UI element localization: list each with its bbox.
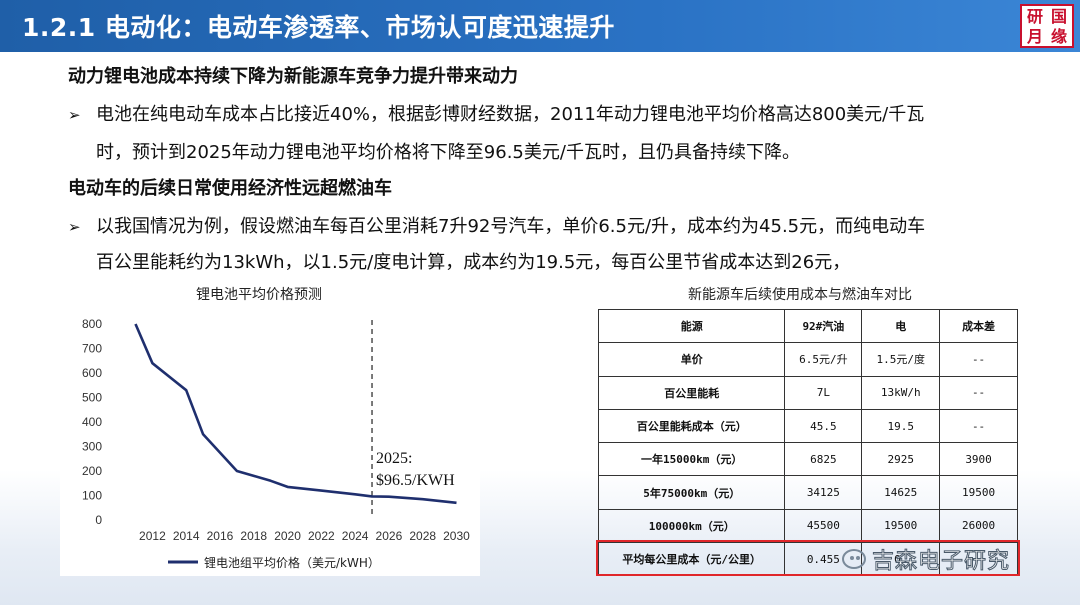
- table-cell: 26000: [939, 508, 1018, 544]
- table-cell: --: [939, 408, 1018, 444]
- table-title: 新能源车后续使用成本与燃油车对比: [688, 287, 912, 303]
- table-cell: 14625: [861, 475, 941, 510]
- bullet-arrow-icon: ➢: [68, 106, 81, 124]
- table-cell: 一年15000km（元）: [597, 442, 786, 477]
- table-cell: 单价: [597, 342, 786, 377]
- highlight-box: [596, 540, 1020, 576]
- section1-heading: 动力锂电池成本持续下降为新能源车竞争力提升带来动力: [68, 66, 518, 87]
- table-cell: 6825: [784, 442, 863, 477]
- x-tick-label: 2026: [376, 529, 403, 543]
- section1-bullet-line1: 电池在纯电动车成本占比接近40%，根据彭博财经数据，2011年动力锂电池平均价格…: [96, 104, 925, 125]
- table-cell: 45500: [784, 508, 863, 544]
- table-cell: --: [939, 342, 1018, 377]
- page-title: 1.2.1 电动化：电动车渗透率、市场认可度迅速提升: [22, 13, 615, 42]
- table-header-cell: 能源: [597, 308, 786, 344]
- chart-container: 0 100 200 300 400 500 600 700 800 2012 2014 2016 201…: [60, 308, 480, 576]
- table-cell: --: [939, 375, 1018, 410]
- table-cell: [939, 542, 1018, 577]
- y-tick-label: 200: [82, 464, 102, 478]
- y-tick-label: 600: [82, 366, 102, 380]
- x-tick-label: 2018: [240, 529, 267, 543]
- table-row: 平均每公里成本（元/公里） 0.455 0.: [597, 542, 1018, 577]
- table-row: 5年75000km（元） 34125 14625 19500: [597, 475, 1018, 510]
- table-row: 百公里能耗成本（元） 45.5 19.5 --: [597, 408, 1018, 444]
- comparison-table: 能源 92#汽油电成本差 单价 6.5元/升 1.5元/度 -- 百公里能耗 7L 13kW/h…: [597, 308, 1018, 577]
- table-cell: 34125: [784, 475, 863, 510]
- table-cell: 百公里能耗: [597, 375, 786, 410]
- table-cell: 1.5元/度: [861, 342, 941, 377]
- table-header-cell: 成本差: [939, 308, 1018, 344]
- section2-heading: 电动车的后续日常使用经济性远超燃油车: [68, 178, 392, 199]
- table-cell: 7L: [784, 375, 863, 410]
- table-cell: 2925: [861, 442, 941, 477]
- table-cell: 6.5元/升: [784, 342, 863, 377]
- chart-title: 锂电池平均价格预测: [196, 287, 322, 303]
- logo-char: 研: [1026, 6, 1043, 26]
- x-tick-label: 2030: [443, 529, 470, 543]
- table-row: 100000km（元） 45500 19500 26000: [597, 508, 1018, 544]
- watermark-text: 吉森电子研究: [871, 549, 1011, 575]
- table-cell: 百公里能耗成本（元）: [597, 408, 786, 444]
- logo-char: 国: [1050, 6, 1067, 26]
- x-tick-label: 2024: [342, 529, 369, 543]
- series-line-0: [134, 323, 457, 505]
- table-row: 一年15000km（元） 6825 2925 3900: [597, 442, 1018, 477]
- y-tick-label: 300: [82, 440, 102, 454]
- table-header-row: 能源 92#汽油电成本差: [597, 308, 1018, 344]
- y-tick-label: 100: [82, 489, 102, 503]
- watermark: 吉森电子研究: [842, 543, 1010, 575]
- brand-logo: 研 国 月 缘: [1020, 4, 1074, 48]
- table-cell: 19500: [939, 475, 1018, 510]
- table-header-cell: 电: [861, 308, 941, 344]
- x-tick-label: 2016: [207, 529, 234, 543]
- table-header-cell: 92#汽油: [784, 308, 863, 344]
- chart-annotation: $96.5/KWH: [376, 472, 455, 489]
- legend-label: 锂电池组平均价格（美元/kWH）: [204, 555, 380, 570]
- y-tick-label: 800: [82, 317, 102, 331]
- y-tick-label: 400: [82, 415, 102, 429]
- y-tick-label: 500: [82, 391, 102, 405]
- table-row: 百公里能耗 7L 13kW/h --: [597, 375, 1018, 410]
- table-cell: 平均每公里成本（元/公里）: [597, 542, 786, 577]
- table-cell: 13kW/h: [861, 375, 941, 410]
- x-tick-label: 2020: [274, 529, 301, 543]
- section1-bullet-line2: 时，预计到2025年动力锂电池平均价格将下降至96.5美元/千瓦时，且仍具备持续…: [96, 142, 800, 163]
- table-cell: 3900: [939, 442, 1018, 477]
- x-tick-label: 2012: [139, 529, 166, 543]
- table-cell: 5年75000km（元）: [597, 475, 786, 510]
- table-cell: 19500: [861, 508, 941, 544]
- x-tick-label: 2028: [409, 529, 436, 543]
- logo-char: 缘: [1050, 26, 1067, 46]
- table-cell: 45.5: [784, 408, 863, 444]
- x-tick-label: 2022: [308, 529, 335, 543]
- bullet-arrow-icon: ➢: [68, 218, 81, 236]
- section2-bullet-line2: 百公里能耗约为13kWh，以1.5元/度电计算，成本约为19.5元，每百公里节省…: [96, 252, 851, 273]
- header-bar: 1.2.1 电动化：电动车渗透率、市场认可度迅速提升 研 国 月 缘: [0, 0, 1080, 52]
- chart-annotation: 2025:: [376, 450, 412, 467]
- x-tick-label: 2014: [173, 529, 200, 543]
- table-cell: 100000km（元）: [597, 508, 786, 544]
- y-tick-label: 0: [95, 513, 102, 527]
- table-row: 单价 6.5元/升 1.5元/度 --: [597, 342, 1018, 377]
- logo-char: 月: [1026, 26, 1043, 46]
- line-chart: 0 100 200 300 400 500 600 700 800 2012 2014 2016 201…: [82, 317, 470, 570]
- section2-bullet-line1: 以我国情况为例，假设燃油车每百公里消耗7升92号汽车，单价6.5元/升，成本约为…: [96, 216, 926, 237]
- wechat-icon: [842, 549, 866, 569]
- table-cell: 19.5: [861, 408, 941, 444]
- y-tick-label: 700: [82, 342, 102, 356]
